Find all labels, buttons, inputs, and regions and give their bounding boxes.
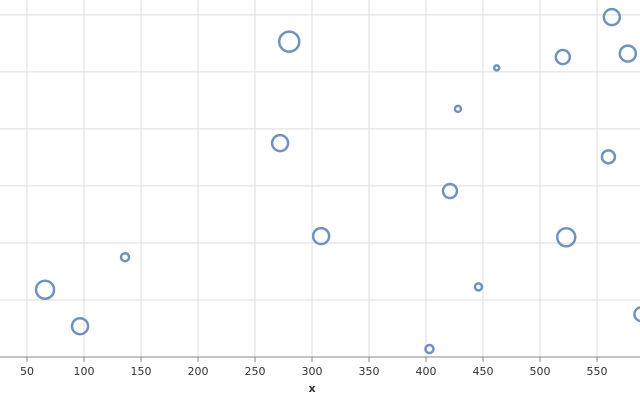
x-tick-label: 50 xyxy=(20,365,34,378)
x-tick-label: 350 xyxy=(359,365,380,378)
x-tick-label: 100 xyxy=(74,365,95,378)
bubble xyxy=(473,282,484,292)
x-tick-label: 450 xyxy=(473,365,494,378)
bubble xyxy=(277,30,301,53)
bubble xyxy=(600,149,617,165)
bubble xyxy=(424,343,435,355)
bubble xyxy=(554,48,572,66)
x-tick-label: 500 xyxy=(530,365,551,378)
x-tick-label: 300 xyxy=(302,365,323,378)
x-tick-label: 400 xyxy=(416,365,437,378)
bubble xyxy=(70,316,90,336)
x-tick-label: 550 xyxy=(587,365,608,378)
bubble xyxy=(441,182,459,200)
bubble xyxy=(34,279,56,300)
bubble xyxy=(555,226,577,248)
bubble xyxy=(311,226,331,246)
bubble xyxy=(119,251,131,263)
bubble xyxy=(618,44,638,63)
bubble xyxy=(602,7,622,27)
x-tick-label: 250 xyxy=(245,365,266,378)
x-tick-label: 150 xyxy=(131,365,152,378)
x-axis-label: x xyxy=(308,382,315,395)
bubble xyxy=(492,64,501,72)
bubble xyxy=(633,306,640,323)
bubble xyxy=(270,133,290,153)
bubble xyxy=(453,104,463,114)
x-tick-label: 200 xyxy=(188,365,209,378)
